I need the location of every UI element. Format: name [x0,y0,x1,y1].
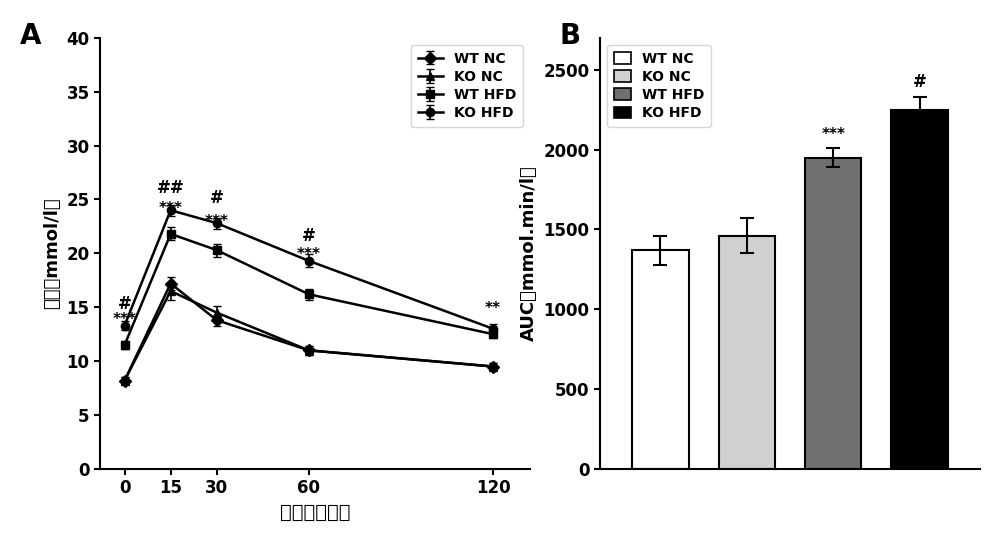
Text: A: A [20,22,42,50]
X-axis label: 时间（分钟）: 时间（分钟） [280,503,350,522]
Text: #: # [210,189,224,207]
Text: ***: *** [821,127,845,142]
Bar [632,250,689,469]
Text: ***: *** [205,213,229,229]
Bar [805,157,861,469]
Text: B: B [560,22,581,50]
Text: ***: *** [297,247,321,262]
Text: ##: ## [157,179,185,197]
Legend: WT NC, KO NC, WT HFD, KO HFD: WT NC, KO NC, WT HFD, KO HFD [411,45,523,127]
Text: ***: *** [113,312,137,327]
Text: **: ** [485,301,501,316]
Bar [891,109,948,469]
Text: #: # [302,227,316,245]
Y-axis label: AUC（mmol.min/l）: AUC（mmol.min/l） [520,165,538,341]
Y-axis label: 血糖（mmol/l）: 血糖（mmol/l） [43,197,61,309]
Text: ***: *** [159,201,183,216]
Text: #: # [913,73,926,91]
Legend: WT NC, KO NC, WT HFD, KO HFD: WT NC, KO NC, WT HFD, KO HFD [607,45,711,127]
Text: #: # [118,295,132,313]
Bar [719,236,775,469]
